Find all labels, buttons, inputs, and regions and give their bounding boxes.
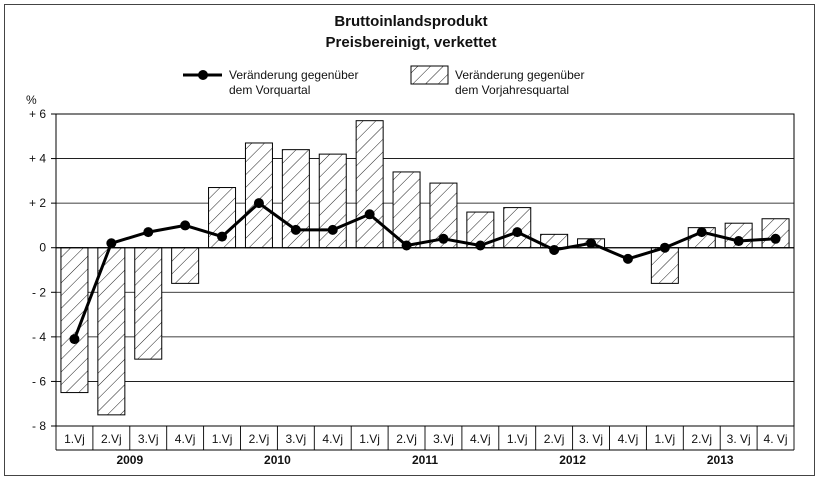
data-point — [69, 334, 80, 345]
x-tick-label: 1.Vj — [655, 432, 676, 446]
data-point — [696, 227, 707, 238]
x-tick-label: 1.Vj — [212, 432, 233, 446]
y-tick-label: + 2 — [29, 196, 46, 210]
chart-frame — [4, 4, 815, 476]
x-tick-label: 4.Vj — [618, 432, 639, 446]
year-label: 2013 — [707, 453, 734, 467]
x-tick-label: 2.Vj — [544, 432, 565, 446]
legend: Veränderung gegenüber dem Vorquartal Ver… — [183, 65, 584, 97]
x-tick-label: 1.Vj — [507, 432, 528, 446]
data-point — [549, 244, 560, 255]
data-point — [290, 224, 301, 235]
data-point — [586, 238, 597, 249]
chart-title: Bruttoinlandsprodukt — [334, 13, 487, 30]
bar — [355, 120, 384, 249]
data-point — [659, 242, 670, 253]
x-tick-label: 3. Vj — [579, 432, 603, 446]
x-tick-label: 4.Vj — [175, 432, 196, 446]
x-tick-label: 4. Vj — [764, 432, 788, 446]
bar-series — [60, 120, 790, 416]
y-tick-label: - 2 — [32, 285, 46, 299]
x-tick-label: 3.Vj — [138, 432, 159, 446]
bar — [134, 247, 163, 360]
data-point — [364, 209, 375, 220]
data-point — [327, 224, 338, 235]
data-point — [106, 238, 117, 249]
x-tick-label: 2.Vj — [249, 432, 270, 446]
legend-bar-label-2: dem Vorjahresquartal — [455, 83, 569, 97]
y-tick-label: - 6 — [32, 374, 46, 388]
y-tick-label: + 4 — [29, 152, 46, 166]
bar — [60, 247, 89, 394]
x-axis: 1.Vj 2.Vj 3.Vj 4.Vj 1.Vj 2.Vj 3.Vj 4.Vj 1.Vj 2.Vj… — [55, 426, 795, 467]
x-tick-label: 3.Vj — [433, 432, 454, 446]
line-series — [69, 198, 781, 345]
x-tick-label: 2.Vj — [691, 432, 712, 446]
y-tick-label: + 6 — [29, 107, 46, 121]
y-axis-unit: % — [26, 93, 37, 107]
data-point — [733, 236, 744, 247]
bar — [244, 142, 273, 249]
x-tick-label: 3. Vj — [727, 432, 751, 446]
y-axis-ticks: + 6 + 4 + 2 0 - 2 - 4 - 6 - 8 — [29, 107, 56, 433]
legend-line-label-1: Veränderung gegenüber — [229, 68, 358, 82]
x-tick-label: 3.Vj — [286, 432, 307, 446]
y-tick-label: - 4 — [32, 330, 46, 344]
legend-point-marker — [198, 70, 208, 80]
year-label: 2009 — [116, 453, 143, 467]
data-point — [143, 227, 154, 238]
legend-bar-swatch — [410, 65, 449, 85]
chart-subtitle: Preisbereinigt, verkettet — [326, 34, 497, 51]
plot-border — [55, 113, 795, 427]
data-point — [475, 240, 486, 251]
x-tick-label: 2.Vj — [396, 432, 417, 446]
gridlines — [56, 113, 794, 427]
data-point — [438, 233, 449, 244]
year-label: 2010 — [264, 453, 291, 467]
x-tick-label: 4.Vj — [322, 432, 343, 446]
bar — [97, 247, 126, 416]
data-point — [622, 253, 633, 264]
data-point — [180, 220, 191, 231]
x-tick-label: 1.Vj — [64, 432, 85, 446]
data-point — [217, 231, 228, 242]
legend-line-label-2: dem Vorquartal — [229, 83, 310, 97]
y-tick-label: 0 — [39, 241, 46, 255]
bar — [171, 247, 200, 284]
data-point — [770, 233, 781, 244]
year-label: 2011 — [412, 453, 438, 467]
x-tick-label: 4.Vj — [470, 432, 491, 446]
bar — [392, 171, 421, 249]
x-tick-label: 2.Vj — [101, 432, 122, 446]
data-point — [512, 227, 523, 238]
legend-bar-label-1: Veränderung gegenüber — [455, 68, 584, 82]
y-tick-label: - 8 — [32, 419, 46, 433]
data-point — [401, 240, 412, 251]
data-point — [253, 198, 264, 209]
bar — [650, 247, 679, 284]
series-line — [73, 201, 776, 340]
year-label: 2012 — [559, 453, 586, 467]
x-tick-label: 1.Vj — [359, 432, 380, 446]
